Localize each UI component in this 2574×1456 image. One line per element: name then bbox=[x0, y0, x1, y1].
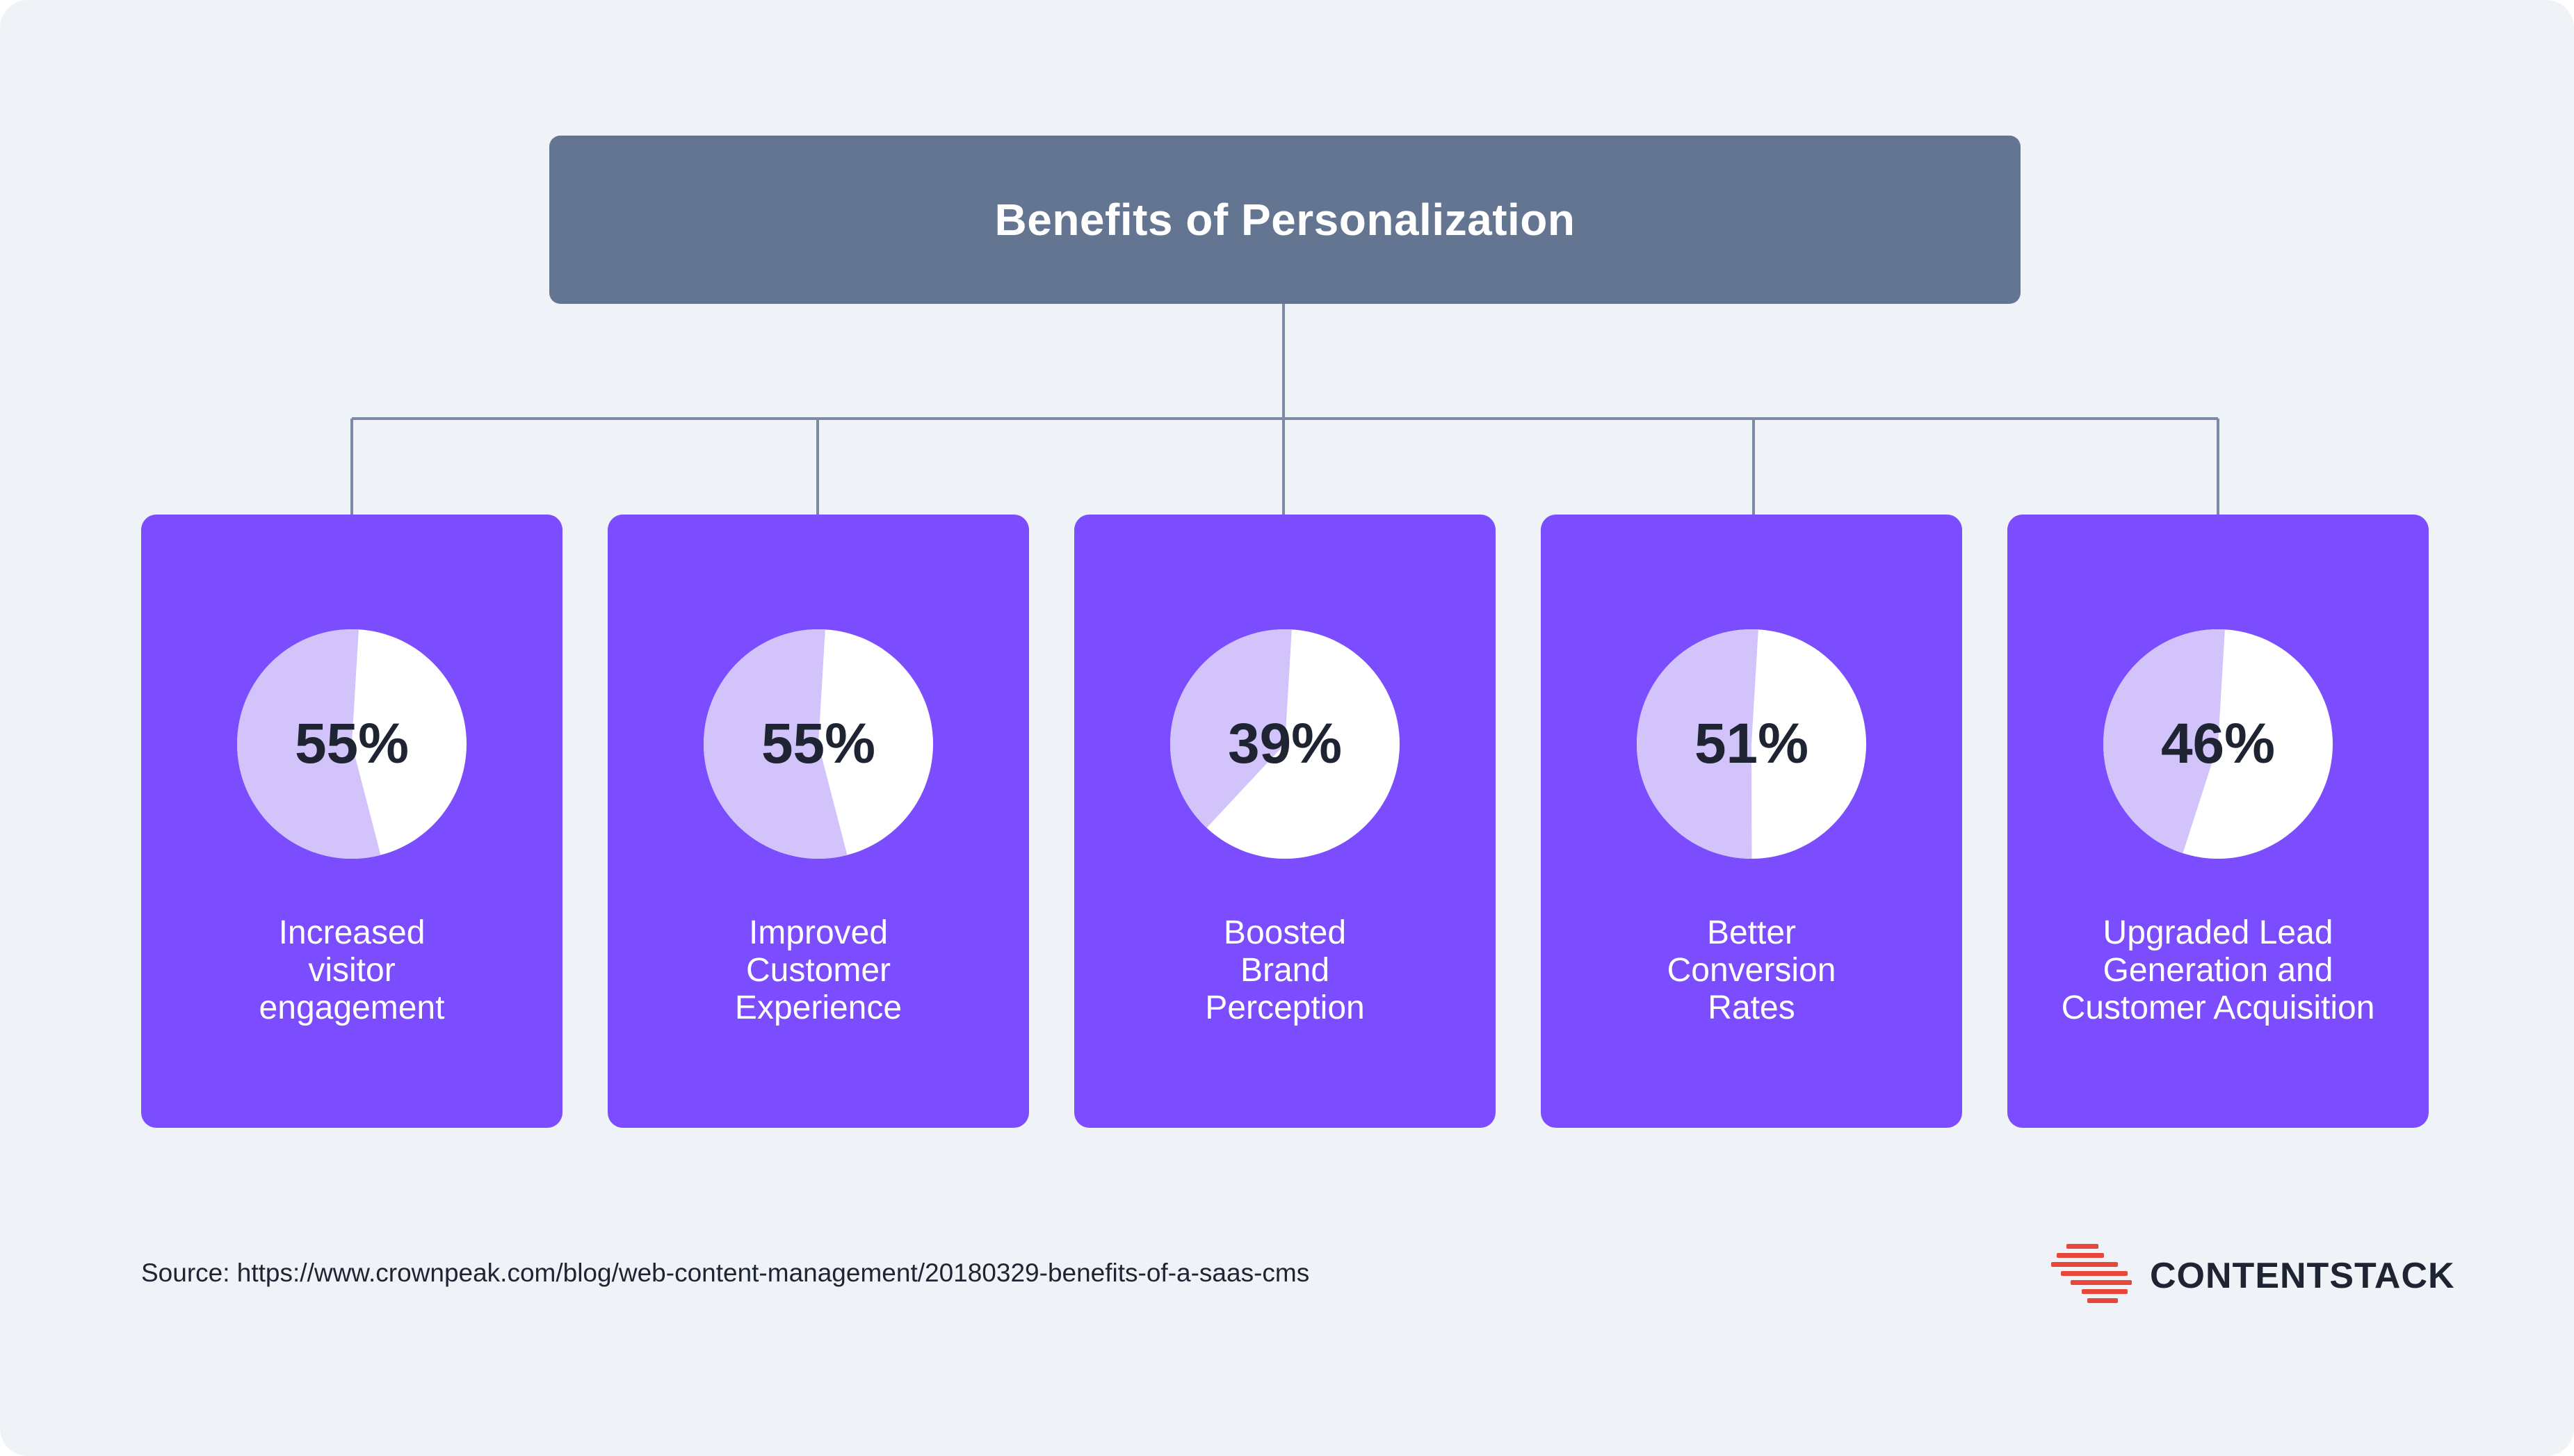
pie-svg bbox=[1170, 629, 1400, 859]
pie-filled-slice bbox=[1637, 629, 1758, 859]
benefit-card-visitor-engagement: 55% Increased visitor engagement bbox=[141, 515, 562, 1128]
logo-text: CONTENTSTACK bbox=[2150, 1256, 2455, 1296]
benefit-card-conversion-rates: 51% Better Conversion Rates bbox=[1541, 515, 1962, 1128]
pie-svg bbox=[2103, 629, 2333, 859]
pie-filled-slice bbox=[237, 629, 381, 859]
pie-chart: 55% bbox=[704, 629, 933, 859]
benefit-card-brand-perception: 39% Boosted Brand Perception bbox=[1074, 515, 1496, 1128]
contentstack-logo-icon bbox=[2051, 1244, 2132, 1303]
benefit-label: Better Conversion Rates bbox=[1667, 914, 1836, 1026]
pie-chart: 51% bbox=[1637, 629, 1866, 859]
title-box: Benefits of Personalization bbox=[549, 136, 2021, 304]
benefit-card-lead-generation: 46% Upgraded Lead Generation and Custome… bbox=[2007, 515, 2429, 1128]
pie-chart: 55% bbox=[237, 629, 467, 859]
percentage-value: 39% bbox=[1227, 712, 1343, 775]
pie-filled-slice bbox=[2103, 629, 2225, 854]
benefit-label: Upgraded Lead Generation and Customer Ac… bbox=[2061, 914, 2375, 1026]
pie-chart: 46% bbox=[2103, 629, 2333, 859]
page-title: Benefits of Personalization bbox=[994, 195, 1576, 245]
pie-filled-slice bbox=[704, 629, 848, 859]
benefit-label: Improved Customer Experience bbox=[734, 914, 902, 1026]
percentage-value: 55% bbox=[761, 712, 876, 775]
benefit-card-customer-experience: 55% Improved Customer Experience bbox=[608, 515, 1029, 1128]
pie-chart: 39% bbox=[1170, 629, 1400, 859]
contentstack-logo: CONTENTSTACK bbox=[2051, 1241, 2455, 1311]
source-citation: Source: https://www.crownpeak.com/blog/w… bbox=[141, 1259, 1310, 1287]
pie-svg bbox=[237, 629, 467, 859]
percentage-value: 51% bbox=[1694, 712, 1809, 775]
benefit-label: Boosted Brand Perception bbox=[1205, 914, 1365, 1026]
benefit-label: Increased visitor engagement bbox=[259, 914, 445, 1026]
percentage-value: 55% bbox=[294, 712, 410, 775]
pie-svg bbox=[704, 629, 933, 859]
percentage-value: 46% bbox=[2160, 712, 2276, 775]
pie-svg bbox=[1637, 629, 1866, 859]
pie-filled-slice bbox=[1170, 629, 1292, 828]
